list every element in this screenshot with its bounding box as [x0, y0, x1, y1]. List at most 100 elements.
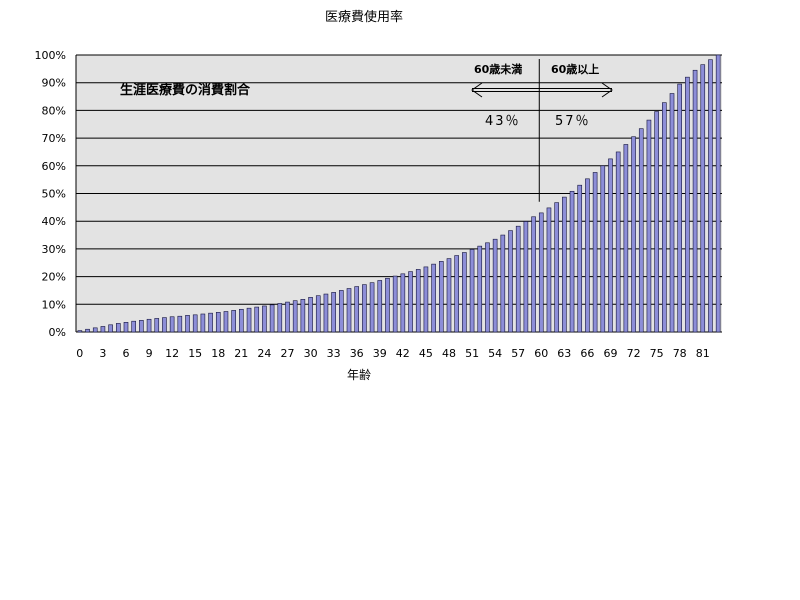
bar	[562, 196, 567, 333]
annotation-over-60-label: 60歳以上	[551, 62, 599, 76]
bar	[469, 249, 475, 333]
bar	[85, 328, 90, 333]
bar	[277, 303, 283, 333]
bar	[577, 184, 583, 333]
bar	[515, 225, 521, 333]
x-tick-label: 3	[99, 347, 106, 360]
x-tick-label: 69	[604, 347, 618, 360]
x-tick-label: 18	[211, 347, 225, 360]
bar	[262, 305, 267, 333]
y-tick-label: 50%	[42, 188, 66, 201]
bar	[392, 275, 398, 333]
bar	[100, 326, 106, 333]
x-tick-label: 9	[146, 347, 153, 360]
x-tick-label: 45	[419, 347, 433, 360]
bar	[323, 293, 329, 333]
bar	[331, 292, 336, 333]
y-tick-label: 10%	[42, 298, 66, 311]
bar	[354, 286, 360, 333]
bar	[508, 230, 513, 333]
bar	[685, 76, 690, 333]
bar	[308, 297, 313, 333]
gridlines	[75, 54, 722, 333]
bars	[77, 54, 721, 333]
bar	[131, 320, 136, 333]
x-tick-label: 36	[350, 347, 364, 360]
x-tick-label: 24	[257, 347, 271, 360]
annotation-under-60-percent: 43％	[485, 114, 521, 129]
bar	[654, 111, 659, 333]
bar	[377, 280, 383, 333]
y-tick-label: 60%	[42, 160, 66, 173]
bar	[631, 136, 636, 333]
bar	[692, 69, 698, 333]
bar	[700, 64, 706, 333]
y-tick-label: 90%	[42, 77, 66, 90]
bar	[531, 216, 536, 333]
bar	[408, 271, 413, 333]
x-axis-ticks: 0 3 6 9 12 15 18 21 24 27 30 33 36 39 42 45 48 51 54 57 60 63…	[76, 347, 710, 360]
x-tick-label: 81	[696, 347, 710, 360]
bar	[215, 312, 221, 333]
x-tick-label: 66	[580, 347, 594, 360]
bar	[623, 144, 629, 333]
bar	[569, 190, 575, 333]
bar	[200, 313, 206, 333]
annotation-lifetime-label: 生涯医療費の消費割合	[120, 82, 251, 98]
y-tick-label: 100%	[35, 49, 66, 62]
x-tick-label: 42	[396, 347, 410, 360]
y-tick-label: 0%	[49, 326, 66, 339]
bar	[385, 277, 390, 333]
bar	[177, 315, 183, 333]
bar	[369, 282, 375, 333]
x-tick-label: 51	[465, 347, 479, 360]
bar	[346, 288, 352, 333]
x-tick-label: 72	[627, 347, 641, 360]
y-tick-label: 20%	[42, 271, 66, 284]
bar	[77, 330, 83, 333]
bar	[362, 284, 367, 333]
bar	[116, 323, 121, 333]
bar	[431, 263, 436, 333]
bar	[246, 307, 252, 333]
annotation-under-60-label: 60歳未満	[474, 62, 522, 76]
x-tick-label: 6	[123, 347, 130, 360]
bar	[438, 261, 444, 333]
chart-title: 医療費使用率	[325, 9, 403, 25]
bar	[146, 318, 152, 333]
bar	[715, 54, 721, 333]
annotations: 生涯医療費の消費割合 60歳未満 60歳以上 43％ 57％	[120, 59, 613, 202]
bar	[538, 212, 544, 333]
bar	[192, 314, 198, 333]
bar	[300, 299, 306, 333]
bar	[269, 304, 275, 333]
bar	[315, 295, 321, 333]
bar	[638, 128, 644, 333]
bar	[162, 317, 167, 333]
bar	[254, 306, 260, 333]
annotation-over-60-percent: 57％	[555, 114, 591, 129]
x-tick-label: 21	[234, 347, 248, 360]
bar	[139, 320, 144, 333]
bar	[669, 93, 675, 333]
bar	[492, 238, 498, 333]
bar	[185, 315, 190, 333]
bar	[600, 165, 606, 333]
bar	[223, 311, 229, 333]
bar	[415, 269, 421, 333]
bar	[500, 234, 506, 333]
bar	[554, 202, 559, 333]
x-tick-label: 48	[442, 347, 456, 360]
x-tick-label: 60	[534, 347, 548, 360]
bar	[454, 255, 459, 333]
bar	[592, 172, 598, 333]
bar	[646, 119, 652, 333]
bar	[615, 151, 621, 333]
x-tick-label: 75	[650, 347, 664, 360]
x-tick-label: 0	[76, 347, 83, 360]
bar	[339, 290, 344, 333]
x-tick-label: 63	[557, 347, 571, 360]
bar	[708, 59, 713, 333]
x-tick-label: 12	[165, 347, 179, 360]
